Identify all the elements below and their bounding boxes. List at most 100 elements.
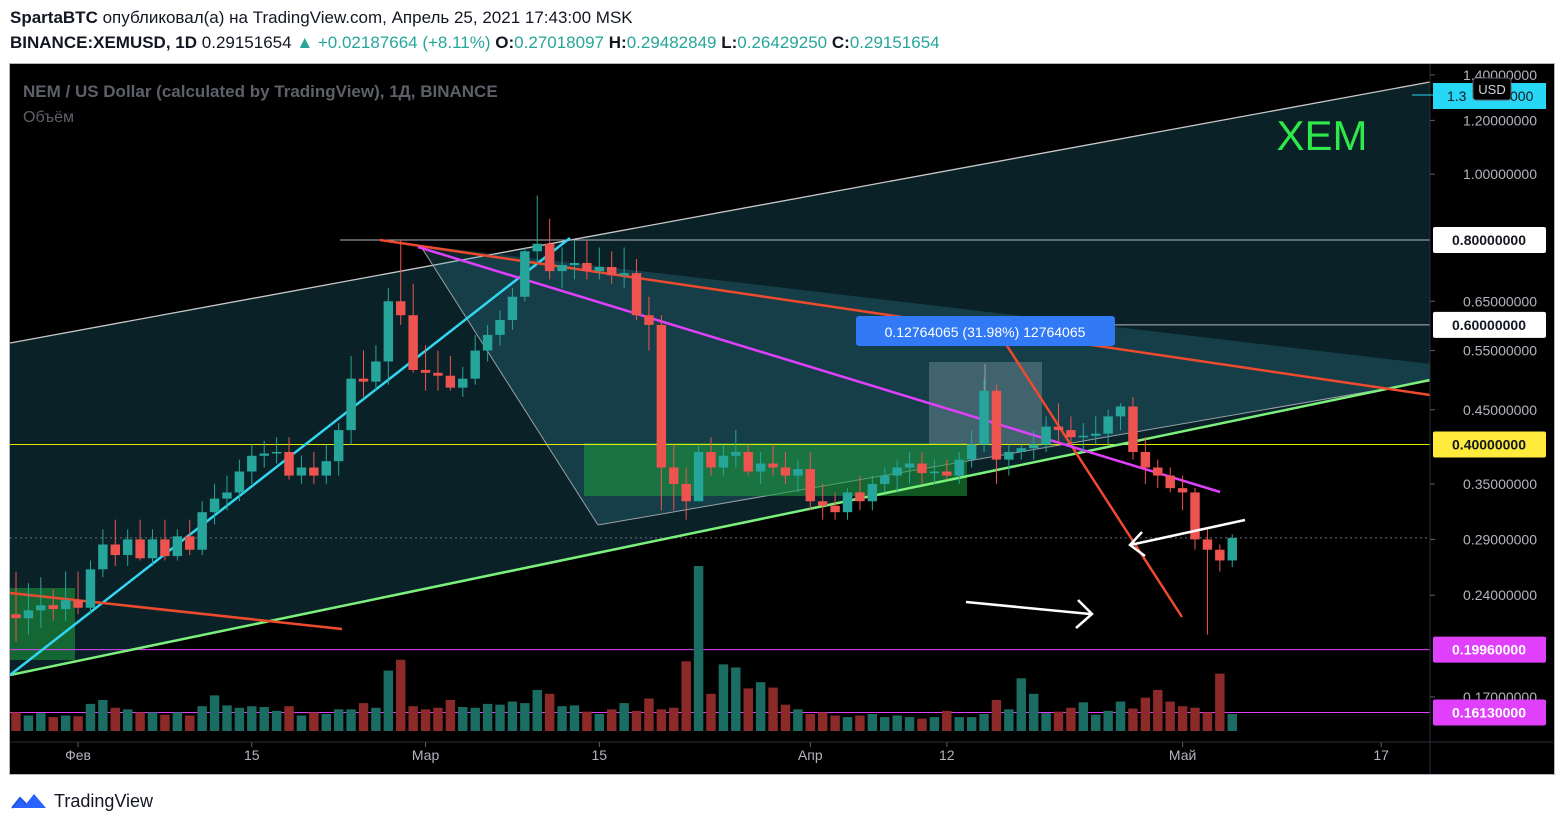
last-price: 0.29151654	[201, 33, 292, 52]
high-label: H:	[608, 33, 627, 52]
candle-body	[1041, 426, 1051, 445]
candle-body	[234, 471, 245, 493]
candle-body	[1115, 406, 1126, 417]
candle-body	[259, 453, 269, 456]
y-tick-label: 0.65000000	[1463, 293, 1537, 309]
candle-body	[1053, 426, 1064, 431]
volume-bar	[1153, 689, 1163, 731]
y-tick-label: 0.35000000	[1463, 476, 1537, 492]
candle-body	[122, 539, 133, 556]
x-tick-label: 17	[1373, 747, 1389, 763]
footer-brand[interactable]: TradingView	[10, 790, 153, 812]
candle-body	[1202, 539, 1213, 550]
volume-bar	[23, 715, 34, 731]
volume-bar	[842, 717, 853, 731]
candle-body	[880, 475, 890, 484]
volume-bar	[656, 709, 667, 731]
volume-bar	[631, 710, 642, 731]
volume-bar	[495, 704, 505, 731]
current-price-label-tail: 000	[1510, 88, 1534, 104]
volume-bar	[122, 709, 133, 731]
volume-bar	[1078, 702, 1089, 731]
channel-upper-line	[10, 81, 1430, 344]
tradingview-brand: TradingView	[54, 790, 154, 811]
arrow-price-head	[1128, 531, 1146, 558]
currency-label: USD	[1478, 82, 1505, 97]
volume-bar	[408, 706, 418, 731]
volume-bar	[296, 715, 307, 731]
y-tick-label: 1.00000000	[1463, 166, 1537, 182]
volume-bar	[172, 712, 183, 731]
volume-bar	[954, 717, 964, 731]
volume-bar	[867, 713, 878, 731]
volume-bar	[594, 713, 605, 731]
volume-bar	[383, 670, 394, 731]
candle-body	[917, 463, 927, 474]
candle-body	[557, 265, 567, 272]
candle-body	[333, 430, 344, 462]
candle-body	[817, 501, 828, 506]
ascending-channel-fill	[10, 82, 1430, 675]
x-tick-label: 12	[939, 747, 955, 763]
volume-bar	[942, 710, 952, 731]
candle-body	[11, 614, 21, 619]
volume-bar	[271, 710, 282, 731]
candle-body	[669, 467, 679, 484]
volume-bar	[979, 713, 989, 731]
candle-body	[1215, 549, 1225, 561]
volume-bar	[718, 664, 729, 731]
candle-body	[495, 319, 505, 335]
volume-bar	[1115, 701, 1126, 731]
ohlc-line: BINANCE:XEMUSD, 1D 0.29151654 ▲ +0.02187…	[10, 33, 940, 53]
magenta-trend-line	[417, 245, 1221, 494]
volume-bar	[110, 707, 121, 731]
volume-bar	[11, 712, 21, 731]
volume-bar	[582, 711, 592, 731]
volume-bar	[917, 718, 927, 731]
candle-body	[458, 378, 468, 388]
candle-body	[98, 544, 108, 570]
volume-bar	[780, 704, 791, 731]
candle-body	[532, 243, 542, 252]
volume-bar	[892, 715, 902, 731]
volume-bar	[284, 706, 294, 731]
volume-bar	[755, 682, 766, 731]
volume-bar	[36, 713, 46, 731]
level-label-box	[1433, 311, 1546, 338]
level-label: 0.40000000	[1452, 437, 1526, 453]
volume-bar	[991, 700, 1002, 731]
candle-body	[979, 390, 989, 445]
candle-body	[396, 301, 406, 316]
candle-body	[842, 492, 853, 513]
x-tick-label: 15	[592, 747, 608, 763]
candle-body	[36, 605, 46, 611]
candle-body	[110, 544, 121, 556]
volume-bar	[966, 717, 977, 731]
candle-body	[892, 467, 902, 476]
x-tick-label: Мар	[412, 747, 440, 763]
arrow-low-head	[1075, 599, 1094, 629]
volume-bar	[60, 715, 71, 731]
volume-bar	[669, 707, 679, 731]
candle-body	[929, 471, 940, 474]
candle-body	[991, 390, 1002, 460]
volume-bar	[470, 707, 480, 731]
level-label: 0.80000000	[1452, 232, 1526, 248]
triangle-edge-left	[419, 244, 599, 526]
chart-title: NEM / US Dollar (calculated by TradingVi…	[23, 82, 498, 101]
level-label-box	[1433, 227, 1546, 253]
candle-body	[693, 451, 704, 502]
level-label-box	[1433, 699, 1546, 726]
candle-body	[1190, 492, 1200, 540]
candle-body	[706, 451, 716, 468]
volume-bar	[532, 689, 542, 731]
candle-body	[371, 361, 381, 382]
candle-body	[755, 463, 766, 472]
candle-body	[309, 467, 319, 476]
x-tick-label: 15	[244, 747, 260, 763]
candle-body	[1165, 475, 1175, 489]
y-tick-label: 0.55000000	[1463, 343, 1537, 359]
candle-body	[433, 372, 443, 376]
volume-bar	[1165, 701, 1175, 731]
